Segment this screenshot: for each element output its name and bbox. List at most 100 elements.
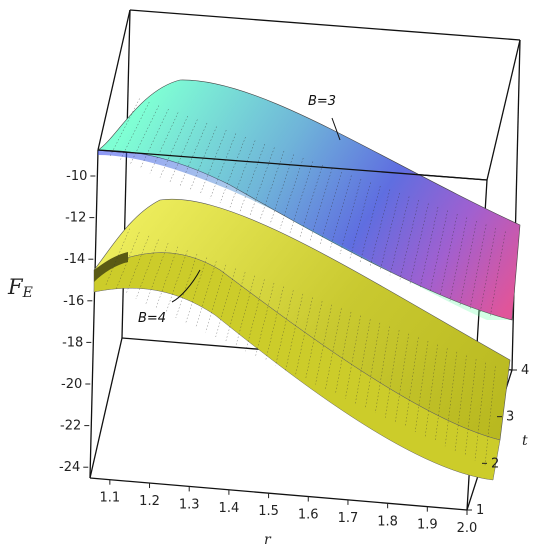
mesh-line (404, 337, 419, 428)
mesh-line (385, 330, 400, 418)
mesh-line (195, 261, 217, 328)
mesh-line (135, 239, 159, 300)
y-axis-title: t (522, 433, 528, 449)
z-tick-label: -10 (66, 169, 87, 184)
x-tick-label: 1.8 (377, 514, 398, 529)
mesh-line (424, 344, 438, 437)
mesh-line (175, 253, 198, 319)
mesh-line (439, 213, 458, 297)
z-tick-label: -22 (60, 419, 81, 434)
mesh-line (209, 133, 237, 199)
mesh-line (375, 326, 390, 414)
mesh-line (249, 147, 275, 216)
y-tick-label: 2 (491, 456, 499, 471)
mesh-line (155, 246, 178, 309)
z-tick-label: -14 (64, 252, 85, 267)
mesh-line (349, 182, 371, 259)
mesh-line (309, 168, 333, 242)
mesh-line (295, 297, 313, 376)
mesh-line (189, 126, 217, 191)
mesh-line (165, 250, 188, 314)
mesh-line (449, 217, 468, 301)
mesh-line (469, 224, 487, 310)
surface-b4-front (93, 252, 501, 481)
annotation-b4-leader (171, 269, 201, 303)
z-tick-label: -20 (61, 377, 82, 392)
surface-b4-edge (94, 252, 128, 282)
annotation-b4: B=4 (138, 269, 201, 326)
mesh-line (389, 196, 410, 276)
mesh-line (345, 315, 361, 399)
mesh-line (464, 359, 477, 456)
x-axis-ticks: 1.1 1.2 1.3 1.4 1.5 1.6 1.7 1.8 1.9 2.0 (99, 479, 478, 536)
mesh-line (139, 108, 169, 170)
mesh-line (484, 366, 496, 466)
x-tick-label: 1.2 (139, 494, 160, 509)
mesh-line (239, 143, 265, 212)
surface-b4-meshlines (105, 228, 496, 466)
mesh-line (109, 98, 140, 157)
x-tick-label: 1.6 (298, 508, 319, 523)
mesh-line (275, 290, 294, 366)
mesh-line (185, 257, 207, 323)
mesh-line (414, 340, 429, 433)
z-axis-title: FE (7, 275, 33, 301)
mesh-line (199, 129, 227, 195)
box-front-top-edge (97, 149, 488, 181)
annotation-b3-leader (331, 117, 341, 141)
mesh-line (305, 301, 323, 380)
mesh-line (259, 150, 285, 221)
mesh-line (329, 175, 352, 250)
mesh-line (159, 115, 188, 178)
mesh-line (219, 136, 246, 204)
mesh-line (355, 319, 371, 404)
y-tick-label: 3 (506, 410, 514, 425)
mesh-line (215, 268, 236, 338)
mesh-line (319, 171, 342, 246)
z-axis-ticks: -10 -12 -14 -16 -18 -20 -22 -24 (59, 169, 96, 475)
mesh-line (369, 189, 391, 267)
mesh-line (119, 101, 150, 161)
surface-b3 (96, 79, 521, 321)
mesh-line (169, 119, 198, 182)
x-axis-title: r (264, 532, 272, 548)
mesh-line (395, 333, 409, 423)
annotation-b3-text: B=3 (308, 94, 336, 109)
x-tick-label: 2.0 (457, 521, 478, 536)
mesh-line (129, 105, 160, 165)
mesh-line (474, 362, 486, 461)
x-tick-label: 1.9 (417, 518, 438, 533)
x-tick-label: 1.3 (179, 497, 200, 512)
x-tick-label: 1.5 (258, 504, 279, 519)
mesh-line (379, 192, 400, 272)
mesh-line (489, 231, 506, 318)
mesh-line (479, 227, 496, 314)
annotation-b3: B=3 (308, 94, 341, 141)
z-tick-label: -12 (65, 211, 86, 226)
mesh-line (205, 264, 227, 333)
y-tick-label: 4 (521, 363, 529, 378)
mesh-line (225, 272, 246, 342)
x-tick-label: 1.4 (219, 501, 240, 516)
mesh-line (229, 140, 256, 208)
z-tick-label: -24 (59, 460, 80, 475)
x-tick-label: 1.7 (338, 511, 359, 526)
mesh-line (365, 322, 381, 409)
mesh-line (149, 112, 179, 174)
mesh-line (459, 220, 477, 306)
surface-b3-meshlines (109, 98, 506, 318)
x-tick-label: 1.1 (99, 491, 120, 506)
mesh-line (179, 122, 208, 187)
mesh-line (265, 286, 284, 361)
z-tick-label: -16 (63, 294, 84, 309)
y-axis-ticks: 1 2 3 4 (467, 363, 529, 518)
mesh-line (359, 185, 381, 263)
mesh-line (145, 243, 169, 304)
mesh-line (315, 304, 332, 385)
mesh-line (339, 178, 362, 255)
mesh-line (285, 293, 304, 371)
surface-b4 (93, 198, 511, 481)
mesh-line (434, 348, 448, 442)
z-tick-label: -18 (62, 335, 83, 350)
